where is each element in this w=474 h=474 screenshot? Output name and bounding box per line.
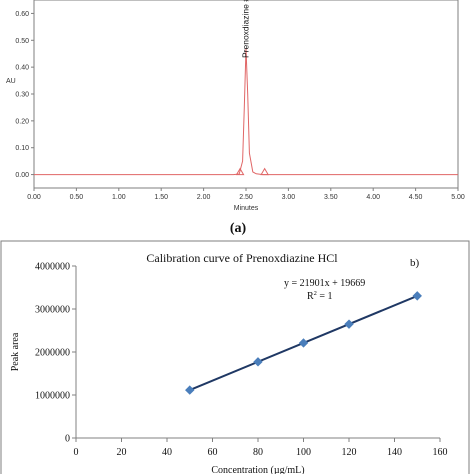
chromatogram-y-axis-label: AU — [6, 78, 16, 85]
calibration-y-tick-label: 2000000 — [35, 348, 70, 359]
peak-label: Prenoxdiazine # — [241, 0, 251, 58]
chromatogram-y-tick-label: 0.50 — [15, 38, 29, 45]
calibration-x-tick-label: 140 — [387, 447, 402, 458]
calibration-point — [253, 357, 263, 367]
calibration-title: Calibration curve of Prenoxdiazine HCl — [146, 251, 338, 265]
calibration-point — [185, 385, 195, 395]
calibration-x-tick-label: 0 — [74, 447, 79, 458]
calibration-chart: Calibration curve of Prenoxdiazine HCl b… — [0, 240, 470, 474]
chromatogram-x-tick-label: 1.50 — [154, 194, 168, 201]
chromatogram-chart: 0.00 0.10 0.20 0.30 0.40 0.50 0.60 0.00 0.50 1.0… — [6, 0, 465, 212]
chromatogram-x-tick-label: 3.00 — [282, 194, 296, 201]
chromatogram-x-axis-label: Minutes — [234, 205, 259, 212]
panel-b-label: b) — [410, 257, 420, 269]
calibration-x-ticks: 0 20 40 60 80 100 120 140 160 — [74, 438, 448, 458]
calibration-point — [344, 319, 354, 329]
calibration-point — [412, 291, 422, 301]
calibration-y-tick-label: 0 — [65, 434, 70, 445]
r-squared-value: = 1 — [317, 291, 333, 302]
calibration-x-tick-label: 80 — [253, 447, 263, 458]
calibration-points — [185, 291, 422, 395]
chromatogram-y-tick-label: 0.10 — [15, 145, 29, 152]
panel-a-label: (a) — [230, 221, 247, 236]
chromatogram-x-tick-label: 1.00 — [112, 194, 126, 201]
chromatogram-x-tick-label: 0.50 — [70, 194, 84, 201]
calibration-x-tick-label: 160 — [433, 447, 448, 458]
calibration-y-axis-label: Peak area — [10, 332, 21, 371]
chromatogram-x-tick-label: 3.50 — [324, 194, 338, 201]
chromatogram-x-tick-label: 2.50 — [239, 194, 253, 201]
chromatogram-y-ticks: 0.00 0.10 0.20 0.30 0.40 0.50 0.60 — [15, 11, 34, 179]
r-squared-symbol: R — [307, 291, 314, 302]
calibration-x-tick-label: 40 — [162, 447, 172, 458]
calibration-y-tick-label: 3000000 — [35, 305, 70, 316]
chromatogram-x-tick-label: 5.00 — [451, 194, 465, 201]
chromatogram-y-tick-label: 0.60 — [15, 11, 29, 18]
calibration-y-tick-label: 4000000 — [35, 262, 70, 273]
calibration-y-ticks: 0 1000000 2000000 3000000 4000000 — [35, 262, 76, 445]
regression-equation: y = 21901x + 19669 — [284, 278, 365, 289]
chromatogram-x-ticks: 0.00 0.50 1.00 1.50 2.00 2.50 3.00 3.50 4.00 4.50… — [27, 188, 465, 201]
calibration-y-tick-label: 1000000 — [35, 391, 70, 402]
chromatogram-y-tick-label: 0.20 — [15, 118, 29, 125]
r-squared-exponent: 2 — [314, 290, 317, 297]
r-squared: R2 = 1 — [307, 290, 333, 302]
chromatogram-x-tick-label: 4.50 — [409, 194, 423, 201]
calibration-x-tick-label: 60 — [208, 447, 218, 458]
calibration-x-tick-label: 20 — [117, 447, 127, 458]
calibration-chart-frame — [0, 240, 470, 474]
calibration-point — [298, 338, 309, 348]
chromatogram-x-tick-label: 2.00 — [197, 194, 211, 201]
calibration-x-axis-label: Concentration (µg/mL) — [211, 465, 304, 474]
chromatogram-y-tick-label: 0.00 — [15, 172, 29, 179]
integration-marker — [260, 167, 270, 176]
chromatogram-y-tick-label: 0.30 — [15, 92, 29, 99]
chromatogram-plot-area — [33, 0, 459, 189]
integration-marker — [235, 167, 245, 176]
chromatogram-integration-markers — [235, 167, 270, 176]
chromatogram-x-tick-label: 0.00 — [27, 194, 41, 201]
calibration-x-tick-label: 100 — [296, 447, 311, 458]
calibration-x-tick-label: 120 — [342, 447, 357, 458]
chromatogram-x-tick-label: 4.00 — [366, 194, 380, 201]
chromatogram-y-tick-label: 0.40 — [15, 65, 29, 72]
